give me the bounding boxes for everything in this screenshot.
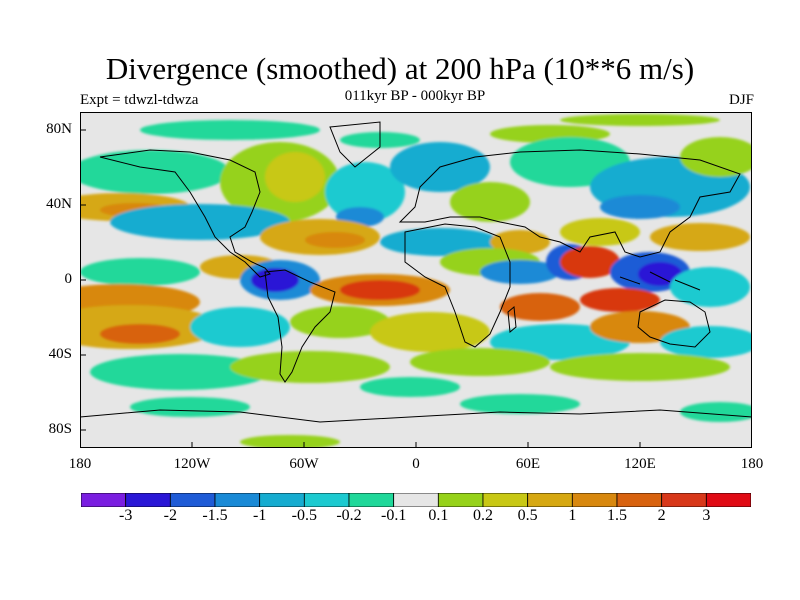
colorbar-swatch	[81, 493, 127, 507]
colorbar-label: -3	[118, 507, 133, 524]
figure-title: Divergence (smoothed) at 200 hPa (10**6 …	[105, 51, 695, 86]
colorbar-swatch	[482, 493, 529, 507]
colorbar-swatch	[259, 493, 305, 507]
lat-label: 0	[64, 271, 73, 287]
colorbar-swatch	[437, 493, 484, 507]
lon-label: 120E	[624, 456, 656, 472]
colorbar-swatch	[214, 493, 261, 507]
colorbar-label: 1.5	[607, 507, 627, 524]
colorbar-swatch	[616, 493, 663, 507]
colorbar-swatch	[393, 493, 439, 507]
lat-label: 40S	[48, 346, 72, 362]
colorbar-swatch	[303, 493, 350, 507]
divergence-map	[80, 112, 752, 448]
colorbar-label: -0.1	[380, 507, 407, 524]
colorbar-label: -1.5	[202, 507, 228, 524]
divergence-field	[80, 114, 752, 448]
lon-label: 0	[412, 456, 420, 472]
colorbar-swatch	[125, 493, 171, 507]
colorbar-label: -2	[163, 507, 177, 524]
lon-label: 180	[740, 456, 764, 472]
colorbar-label: 0.2	[473, 507, 493, 524]
colorbar	[81, 493, 751, 507]
lat-label: 40N	[46, 196, 72, 212]
colorbar-label: 3	[702, 507, 711, 524]
lon-label: 180	[68, 456, 92, 472]
colorbar-label: 0.5	[517, 507, 538, 524]
colorbar-label: -0.2	[336, 507, 362, 524]
lon-label: 60W	[289, 456, 319, 472]
season-label: DJF	[728, 92, 754, 108]
colorbar-label: -1	[252, 507, 267, 524]
lat-label: 80S	[48, 421, 72, 437]
lon-label: 60E	[515, 456, 541, 472]
colorbar-label: 1	[568, 507, 577, 524]
period-label: 011kyr BP - 000kyr BP	[344, 88, 486, 104]
colorbar-label: 2	[657, 507, 666, 524]
experiment-label: Expt = tdwzl-tdwza	[80, 92, 199, 108]
colorbar-swatch	[169, 493, 216, 507]
colorbar-swatch	[571, 493, 618, 507]
colorbar-label: 0.1	[428, 507, 449, 524]
lat-label: 80N	[46, 121, 72, 137]
colorbar-swatch	[661, 493, 707, 507]
colorbar-swatch	[527, 493, 573, 507]
colorbar-swatch	[705, 493, 751, 507]
colorbar-label: -0.5	[291, 507, 317, 524]
coastlines	[80, 121, 752, 423]
lon-label: 120W	[173, 456, 211, 472]
axis-ticks	[80, 129, 752, 448]
colorbar-swatch	[348, 493, 395, 507]
